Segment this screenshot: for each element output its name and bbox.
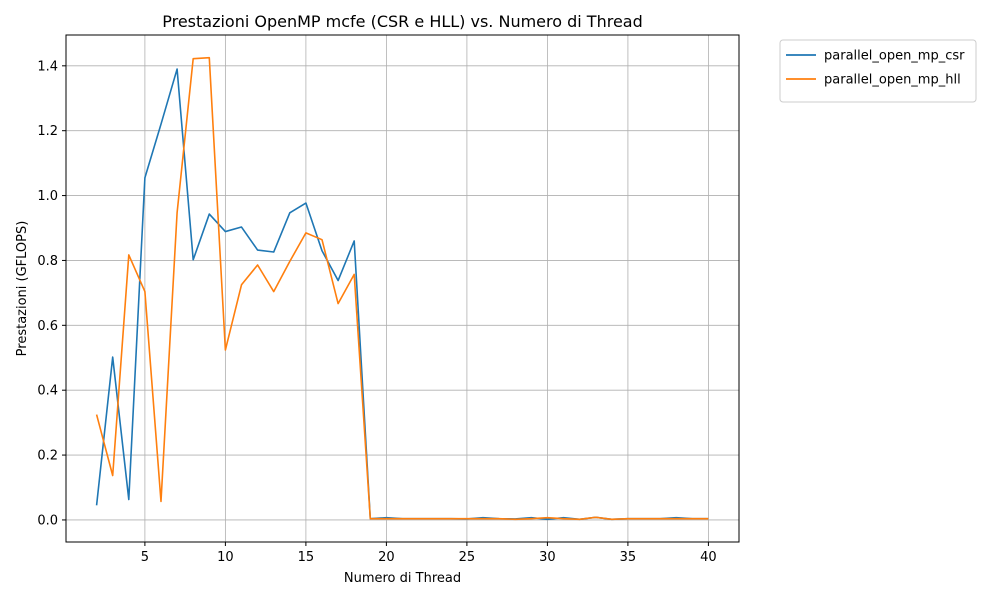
y-tick-label: 0.6 [37,319,58,334]
y-tick-label: 0.4 [37,384,58,399]
x-tick-label: 40 [700,550,717,565]
x-axis-label: Numero di Thread [344,571,461,586]
y-tick-label: 0.2 [37,449,58,464]
x-tick-label: 30 [539,550,556,565]
legend-label: parallel_open_mp_csr [824,49,965,64]
chart-title: Prestazioni OpenMP mcfe (CSR e HLL) vs. … [162,12,643,31]
legend-box [779,39,977,103]
x-tick-label: 5 [141,550,149,565]
series-line-parallel_open_mp_hll [95,56,709,521]
plot-lines [95,56,709,521]
axis-ticks: 5 10 15 20 25 30 35 40 0.0 0.2 0.4 0.6 0.8 1.0 1.2 1.4 [37,59,716,565]
x-tick-label: 35 [620,550,637,565]
y-tick-label: 1.0 [37,189,58,204]
y-axis-label: Prestazioni (GFLOPS) [15,221,30,357]
grid [66,35,739,542]
y-tick-label: 0.8 [37,254,58,269]
legend: parallel_open_mp_csr parallel_open_mp_hll [779,39,977,103]
x-tick-label: 20 [378,550,395,565]
legend-label: parallel_open_mp_hll [824,73,961,88]
y-tick-label: 1.4 [37,59,58,74]
x-tick-label: 10 [217,550,234,565]
y-tick-label: 0.0 [37,513,58,528]
plot-area-frame [65,34,740,543]
x-tick-label: 25 [459,550,476,565]
y-tick-label: 1.2 [37,124,58,139]
x-tick-label: 15 [298,550,315,565]
